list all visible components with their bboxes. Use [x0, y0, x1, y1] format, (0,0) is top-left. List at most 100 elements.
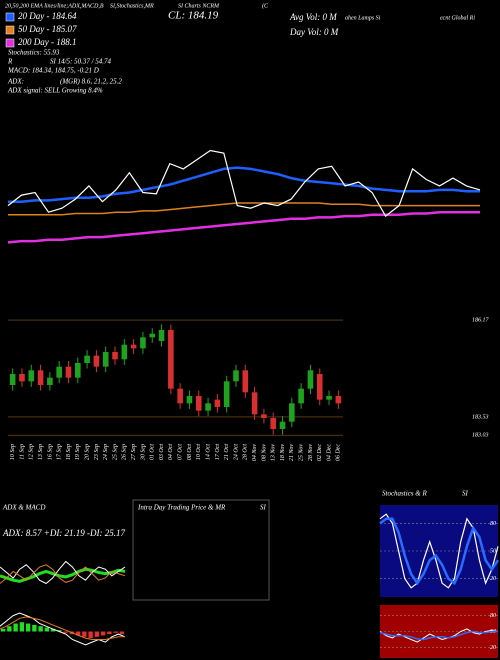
- adx-values: ADX: 8.57 +DI: 21.19 -DI: 25.17: [2, 528, 126, 538]
- x-tick-label: 11 Sep: [19, 444, 25, 460]
- y-tick-label: 20: [490, 576, 496, 582]
- candle-body: [205, 403, 211, 411]
- candle-body: [93, 355, 100, 367]
- x-tick-label: 21 Nov: [289, 444, 295, 462]
- x-tick-label: 27 Sep: [131, 444, 137, 460]
- stat: Stochastics: 55.93: [8, 49, 60, 57]
- series-line: [379, 513, 499, 589]
- x-tick-label: 01 Oct: [150, 444, 156, 460]
- candle-body: [186, 396, 193, 404]
- candle-body: [19, 374, 25, 382]
- histogram-bar: [19, 622, 25, 632]
- x-tick-label: 07 Oct: [178, 444, 184, 460]
- y-tick-label: 20: [490, 645, 496, 651]
- x-tick-label: 25 Sep: [112, 444, 118, 460]
- series-line: [0, 616, 125, 640]
- legend-entry: 50 Day - 185.07: [18, 24, 77, 34]
- candle-body: [56, 366, 62, 378]
- candle-body: [326, 396, 332, 400]
- candle-body: [130, 344, 137, 349]
- x-tick-label: 24 Sep: [102, 444, 109, 460]
- histogram-bar: [32, 624, 37, 632]
- histogram-bar: [25, 623, 31, 632]
- panel-title: SI: [462, 490, 469, 498]
- histogram-bar: [82, 631, 87, 637]
- histogram-bar: [50, 628, 56, 632]
- day-volume: Day Vol: 0 M: [289, 27, 339, 37]
- x-tick-label: 28 Oct: [243, 444, 249, 460]
- candle-body: [307, 370, 314, 389]
- legend-entry: 200 Day - 188.1: [18, 37, 77, 47]
- candle-body: [28, 370, 35, 382]
- y-tick-label: 80: [490, 613, 496, 619]
- legend-swatch: [5, 25, 15, 35]
- x-tick-label: 08 Oct: [187, 444, 193, 460]
- x-tick-label: 13 Sep: [38, 444, 44, 460]
- close-price: CL: 184.19: [168, 10, 219, 22]
- y-tick-label: 183.53: [472, 414, 489, 420]
- panel-title: Intra Day Trading Price & MR: [137, 504, 226, 512]
- candle-body: [37, 370, 44, 385]
- legend-swatch: [5, 38, 15, 48]
- histogram-bar: [88, 631, 93, 639]
- histogram-bar: [63, 631, 68, 633]
- candle-body: [335, 396, 342, 404]
- stat: SI 14/5: 50.37 / 54.74: [50, 58, 112, 66]
- candle-body: [251, 392, 258, 415]
- candle-body: [233, 370, 239, 382]
- x-tick-label: 19 Sep: [75, 444, 81, 460]
- histogram-bar: [13, 623, 18, 632]
- candle-body: [214, 399, 221, 407]
- candle-body: [9, 374, 16, 385]
- x-tick-label: 23 Sep: [94, 444, 100, 460]
- x-tick-label: 03 Oct: [159, 444, 165, 460]
- candle-body: [316, 374, 323, 400]
- stat: MACD: 184.34, 184.75, -0.21 D: [7, 67, 99, 75]
- x-tick-label: 28 Nov: [308, 444, 314, 462]
- histogram-bar: [94, 631, 100, 637]
- candle-body: [168, 330, 174, 389]
- title-part: ahen Lamps Si: [345, 15, 381, 21]
- candle-body: [261, 414, 267, 418]
- x-tick-label: 08 Nov: [261, 444, 267, 462]
- candle-body: [112, 352, 118, 360]
- x-tick-label: 04 Oct: [167, 444, 174, 460]
- panel-title: ADX & MACD: [2, 504, 45, 512]
- candle-body: [270, 418, 276, 429]
- histogram-bar: [57, 630, 62, 632]
- x-tick-label: 04 Nov: [251, 444, 258, 462]
- title-part: SI,Stochastics,MR: [110, 3, 154, 9]
- legend-entry: 20 Day - 184.64: [18, 11, 77, 21]
- stat: ADX signal: SELL Growing 8.4%: [7, 87, 103, 95]
- x-tick-label: 30 Sep: [140, 444, 146, 461]
- series-line: [379, 517, 500, 586]
- x-tick-label: 17 Sep: [57, 444, 63, 460]
- panel-background: [380, 505, 498, 597]
- title-part: ecnt Global Ri: [440, 15, 475, 21]
- histogram-bar: [75, 631, 81, 636]
- y-tick-label: 186.17: [472, 317, 490, 323]
- panel-title: Stochastics & R: [382, 490, 427, 498]
- title-part: 20,50,200 EMA lines/line;ADX,MACD,B: [5, 3, 104, 9]
- candle-body: [298, 388, 304, 404]
- x-tick-label: 24 Oct: [232, 444, 239, 460]
- series-line: [7, 210, 480, 244]
- candle-body: [177, 388, 183, 404]
- stat: (MGR) 8.6, 21.2, 25.2: [60, 78, 122, 86]
- y-tick-label: 183.03: [472, 433, 489, 439]
- x-tick-label: 16 Sep: [47, 444, 53, 460]
- series-line: [0, 612, 126, 646]
- series-line: [0, 564, 126, 584]
- histogram-bar: [107, 631, 112, 635]
- stat: ADX:: [7, 78, 24, 86]
- candle-body: [158, 330, 165, 341]
- candle-body: [47, 377, 53, 385]
- x-tick-label: 20 Sep: [84, 444, 90, 460]
- candle-body: [242, 370, 249, 393]
- x-tick-label: 10 Oct: [196, 444, 202, 460]
- intraday-box: [132, 499, 270, 601]
- histogram-bar: [119, 631, 125, 635]
- panel-background: [380, 605, 498, 658]
- candle-body: [149, 333, 156, 338]
- histogram-bar: [38, 626, 43, 632]
